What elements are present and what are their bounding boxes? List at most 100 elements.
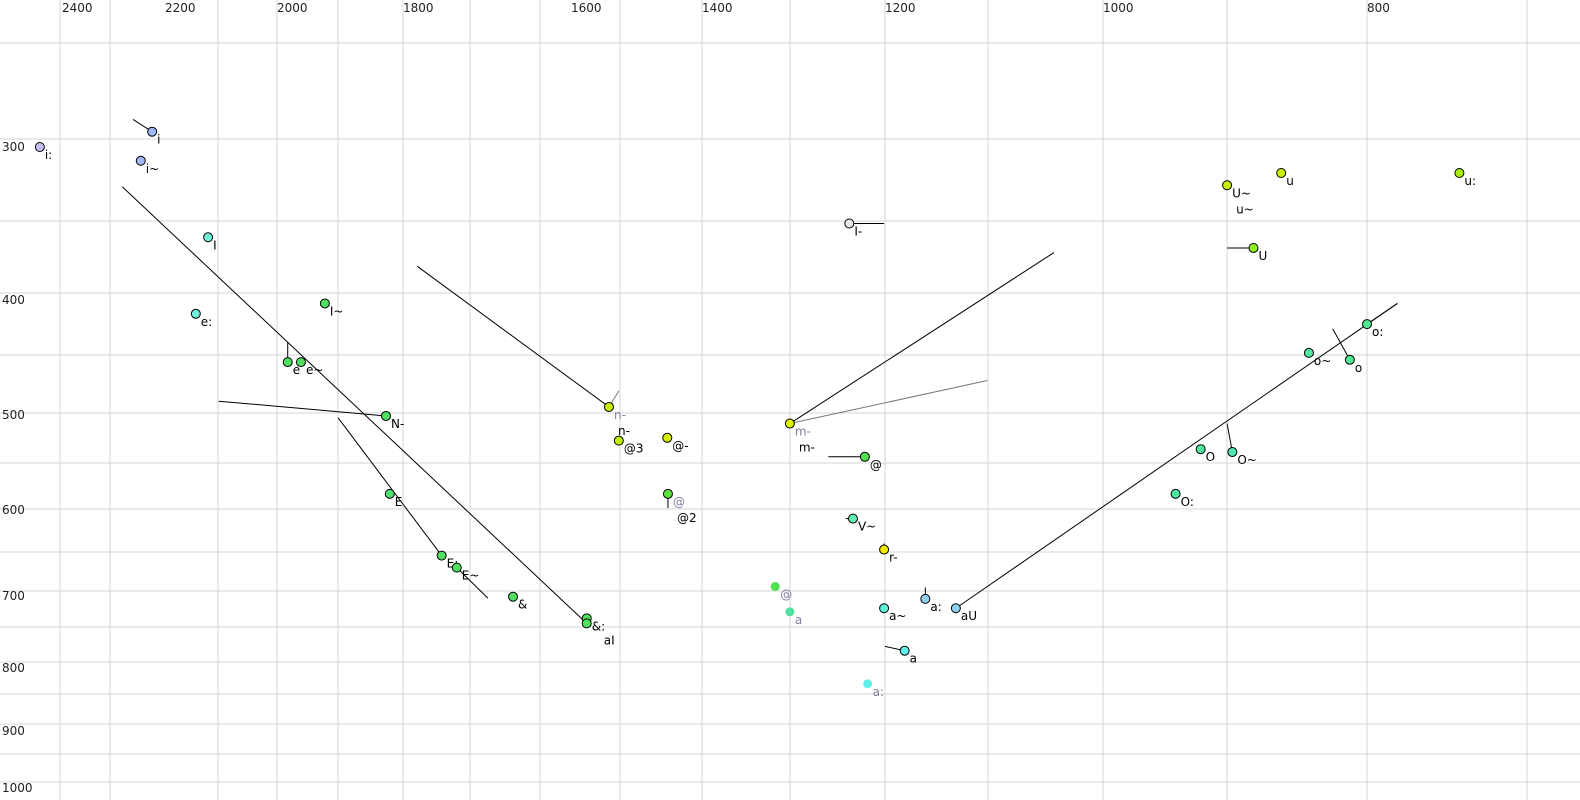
vowel-label: @ xyxy=(673,495,685,509)
vowel-marker xyxy=(603,401,614,412)
vowel-label: &: xyxy=(592,619,605,633)
vowel-marker xyxy=(380,410,391,421)
vowel-label: m- xyxy=(795,425,811,439)
vowel-label: i: xyxy=(45,148,52,162)
x-tick-label: 800 xyxy=(1367,1,1390,15)
formant-trajectory xyxy=(337,417,443,556)
vowel-point: m-m- xyxy=(784,418,815,455)
vowel-marker xyxy=(135,155,146,166)
vowel-label: n- xyxy=(618,424,630,438)
vowel-marker xyxy=(770,582,780,592)
vowel-point: o~ xyxy=(1303,347,1331,368)
vowel-label: o xyxy=(1355,361,1362,375)
vowel-label: @2 xyxy=(677,511,697,525)
vowel-label: e xyxy=(293,363,300,377)
points: i: i i~ Ie: I~ e e~ N- E E:E~ & &:aI n-n- @3 @- @ @2 m-m-… xyxy=(34,126,1476,699)
formant-trajectory xyxy=(1332,328,1351,361)
trajectories xyxy=(121,119,1398,652)
vowel-label: aU xyxy=(961,609,977,623)
vowel-label: U~ xyxy=(1232,186,1251,200)
vowel-marker xyxy=(847,513,858,524)
vowel-label: e~ xyxy=(306,363,323,377)
vowel-point: u: xyxy=(1454,168,1476,188)
vowel-marker xyxy=(1344,354,1355,365)
vowel-marker xyxy=(1454,168,1465,179)
y-tick-label: 900 xyxy=(2,724,25,738)
vowel-label: m- xyxy=(799,441,815,455)
vowel-label: o~ xyxy=(1314,354,1331,368)
vowel-point: O: xyxy=(1170,488,1194,509)
x-tick-label: 1600 xyxy=(571,1,602,15)
vowel-label: aI xyxy=(604,633,615,647)
vowel-label: i~ xyxy=(146,162,159,176)
vowel-label: i xyxy=(157,133,160,147)
vowel-point: E xyxy=(384,488,403,509)
vowel-label: e: xyxy=(201,315,212,329)
vowel-label: O: xyxy=(1181,495,1194,509)
vowel-point: I xyxy=(203,232,217,252)
vowel-point: a xyxy=(899,645,917,666)
x-tick-label: 1200 xyxy=(885,1,916,15)
vowel-point: aI xyxy=(581,618,615,647)
x-tick-label: 1800 xyxy=(403,1,434,15)
x-tick-label: 2200 xyxy=(165,1,196,15)
vowel-marker xyxy=(436,550,447,561)
vowel-label: E xyxy=(395,495,403,509)
vowel-point: e xyxy=(282,357,300,377)
vowel-marker xyxy=(1227,447,1238,458)
vowel-marker xyxy=(784,418,795,429)
vowel-label: E~ xyxy=(462,569,480,583)
vowel-label: a: xyxy=(930,600,941,614)
vowel-point: @3 xyxy=(613,435,644,456)
vowel-label: u: xyxy=(1464,174,1476,188)
vowel-label: U xyxy=(1258,249,1267,263)
vowel-marker xyxy=(508,591,519,602)
vowel-point: r- xyxy=(879,544,898,565)
formant-trajectory xyxy=(1366,303,1398,325)
vowel-point: i xyxy=(147,126,160,147)
vowel-label: a xyxy=(795,613,802,627)
vowel-label: o: xyxy=(1372,325,1383,339)
vowel-marker xyxy=(899,645,910,656)
vowel-label: E: xyxy=(447,557,459,571)
vowel-label: I- xyxy=(854,225,862,239)
vowel-point: U xyxy=(1248,242,1267,263)
vowel-marker xyxy=(613,435,624,446)
vowel-label: @3 xyxy=(624,442,644,456)
vowel-point: o xyxy=(1344,354,1362,375)
vowel-label: u~ xyxy=(1236,202,1254,216)
vowel-label: O~ xyxy=(1237,453,1257,467)
vowel-marker xyxy=(147,126,158,137)
vowel-label: N- xyxy=(391,417,404,431)
vowel-marker xyxy=(859,451,870,462)
vowel-marker xyxy=(785,607,795,617)
vowel-point: e: xyxy=(190,308,212,329)
x-tick-label: 2000 xyxy=(277,1,308,15)
vowel-point: i~ xyxy=(135,155,159,176)
vowel-marker xyxy=(282,357,293,368)
vowel-point: I- xyxy=(844,218,862,239)
vowel-marker xyxy=(950,603,961,614)
vowel-point: a: xyxy=(863,679,884,699)
vowel-marker xyxy=(295,357,306,368)
formant-trajectory-secondary xyxy=(789,380,988,425)
vowel-marker xyxy=(581,618,592,629)
vowel-marker xyxy=(662,488,673,499)
vowel-point: aU xyxy=(950,603,977,623)
vowel-point: & xyxy=(508,591,527,612)
x-tick-label: 2400 xyxy=(62,1,93,15)
formant-trajectory xyxy=(955,303,1398,609)
formant-trajectory xyxy=(456,567,489,599)
vowel-marker xyxy=(1248,242,1259,253)
vowel-marker xyxy=(1170,488,1181,499)
vowel-label: I xyxy=(213,238,217,252)
vowel-marker xyxy=(319,298,330,309)
vowel-marker xyxy=(879,544,890,555)
vowel-point: @ xyxy=(770,582,792,602)
vowel-point: @ @2 xyxy=(662,488,697,525)
formant-trajectory xyxy=(121,186,588,624)
vowel-label: n- xyxy=(614,408,626,422)
vowel-label: a: xyxy=(873,685,884,699)
vowel-point: O~ xyxy=(1227,447,1257,467)
